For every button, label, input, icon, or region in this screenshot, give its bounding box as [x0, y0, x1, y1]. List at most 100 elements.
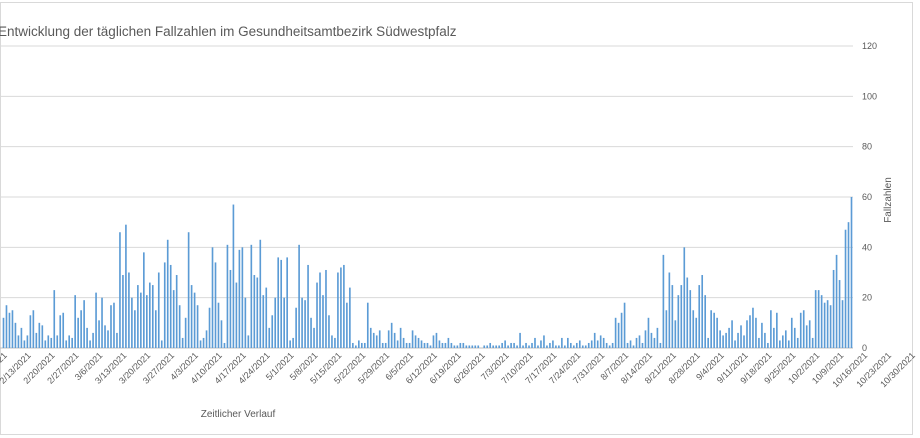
bar	[390, 322, 393, 348]
bar	[375, 335, 378, 348]
y-tick-label: 0	[862, 343, 867, 353]
bar	[178, 305, 181, 348]
bar	[366, 302, 369, 348]
bar	[713, 312, 715, 348]
bar	[307, 264, 309, 348]
bar	[175, 275, 178, 348]
bar	[8, 312, 11, 348]
bar	[74, 295, 76, 348]
bar	[17, 335, 20, 348]
bar	[429, 345, 432, 348]
bar	[283, 297, 285, 348]
bar	[304, 300, 306, 348]
bar	[151, 285, 154, 348]
bar	[360, 342, 363, 348]
bar	[764, 332, 766, 348]
bar	[268, 327, 271, 348]
bar	[596, 340, 599, 348]
bar	[53, 290, 56, 348]
bar	[599, 335, 602, 348]
bar	[629, 340, 632, 348]
bar	[832, 269, 835, 348]
bar	[181, 337, 184, 348]
bar	[38, 322, 41, 348]
bar	[465, 345, 468, 348]
bar	[504, 340, 506, 348]
bar	[208, 307, 211, 348]
bar	[343, 264, 345, 348]
bar	[644, 330, 647, 348]
bar	[137, 285, 139, 348]
bar	[453, 345, 456, 348]
bar	[537, 345, 539, 348]
bar	[80, 310, 82, 348]
bar	[635, 337, 638, 348]
bar	[471, 345, 474, 348]
bar	[605, 342, 608, 348]
bar	[587, 342, 590, 348]
bar	[552, 340, 554, 348]
bar	[202, 337, 205, 348]
y-tick-label: 80	[862, 142, 872, 152]
bar	[486, 345, 489, 348]
bar	[50, 337, 53, 348]
bar	[116, 332, 118, 348]
bar	[217, 302, 220, 348]
bar	[507, 345, 509, 348]
bar	[835, 254, 838, 348]
bar	[814, 290, 817, 348]
bar	[671, 285, 674, 348]
bar	[396, 340, 399, 348]
bar	[214, 262, 217, 348]
bar	[358, 340, 360, 348]
bar	[352, 342, 354, 348]
bar	[558, 345, 560, 348]
bar	[674, 320, 677, 348]
bar	[510, 342, 512, 348]
bar	[292, 337, 294, 348]
bar	[581, 345, 584, 348]
bar	[773, 327, 775, 348]
bar	[761, 322, 763, 348]
bar	[593, 332, 596, 348]
bar	[95, 292, 97, 348]
bar	[166, 239, 169, 348]
bar	[417, 337, 420, 348]
bar	[617, 322, 620, 348]
bar	[205, 330, 208, 348]
bar	[570, 342, 572, 348]
bar	[119, 232, 121, 348]
bar	[564, 345, 566, 348]
bar	[489, 342, 492, 348]
bar	[384, 342, 387, 348]
bar	[522, 345, 524, 348]
bar	[247, 335, 250, 348]
bar	[782, 335, 784, 348]
bar	[602, 337, 605, 348]
chart-title: Entwicklung der täglichen Fallzahlen im …	[0, 24, 457, 39]
bar	[796, 337, 799, 348]
bar	[298, 244, 300, 348]
bar	[196, 305, 199, 348]
bar	[543, 335, 545, 348]
bar	[755, 317, 757, 348]
bar	[92, 332, 94, 348]
bar	[363, 342, 366, 348]
bar	[23, 340, 26, 348]
bar	[641, 342, 644, 348]
bar	[41, 325, 44, 348]
bar	[378, 330, 381, 348]
bar	[847, 222, 850, 348]
bar	[653, 337, 656, 348]
bar	[226, 244, 229, 348]
bar	[829, 305, 832, 348]
bar	[253, 275, 256, 348]
bar	[677, 295, 680, 348]
bar	[716, 317, 718, 348]
bar-series	[2, 197, 853, 348]
bar	[477, 345, 480, 348]
bar	[784, 330, 787, 348]
bar	[519, 332, 521, 348]
bar	[650, 332, 653, 348]
